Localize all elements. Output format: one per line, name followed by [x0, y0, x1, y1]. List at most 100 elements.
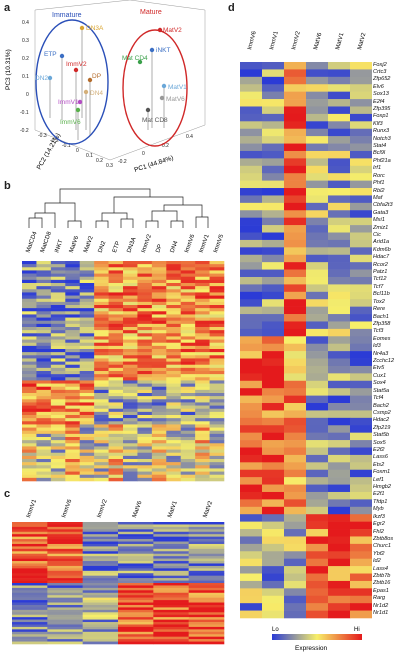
- c-heat-cell: [153, 529, 189, 533]
- pc1-tick: 0.2: [162, 143, 169, 149]
- gene-label: Id2: [373, 558, 381, 565]
- b-heat-cell: [137, 292, 153, 296]
- b-heat-cell: [123, 383, 138, 388]
- d-heat-cell: [350, 543, 372, 552]
- b-heat-cell: [209, 261, 225, 265]
- b-heat-cell: [50, 421, 66, 425]
- d-heat-cell: [306, 336, 329, 345]
- d-heat-cell: [240, 136, 263, 144]
- b-heat-cell: [151, 474, 167, 479]
- b-heat-cell: [209, 276, 225, 281]
- d-heat-cell: [240, 484, 263, 493]
- d-heat-cell: [306, 121, 329, 130]
- b-heat-cell: [65, 386, 81, 391]
- b-heat-cell: [166, 465, 182, 469]
- gene-label: Crtc3: [373, 68, 387, 75]
- b-heat-cell: [79, 330, 95, 334]
- d-heat-cell: [262, 210, 285, 218]
- b-heat-cell: [22, 273, 37, 278]
- b-heat-cell: [36, 399, 52, 403]
- gene-label: Tcf3: [373, 328, 384, 335]
- d-heat-cell: [350, 254, 372, 263]
- b-heat-cell: [36, 374, 52, 378]
- c-heat-cell: [47, 631, 83, 635]
- c-heat-cell: [153, 526, 189, 530]
- b-heat-cell: [94, 336, 109, 340]
- gene-label: Maf: [373, 194, 383, 201]
- c-heat-cell: [82, 543, 119, 547]
- c-heat-cell: [82, 575, 119, 579]
- d-heat-cell: [240, 180, 263, 189]
- b-heat-cell: [36, 264, 52, 268]
- b-heat-cell: [65, 298, 81, 303]
- c-heat-cell: [47, 614, 83, 618]
- c-heat-cell: [118, 622, 154, 625]
- b-heat-cell: [166, 364, 182, 369]
- b-heat-cell: [22, 459, 37, 463]
- d-heat-cell: [262, 173, 285, 181]
- d-heat-cell: [350, 173, 372, 181]
- d-heat-cell: [262, 551, 285, 559]
- d-heat-cell: [328, 321, 351, 330]
- d-heat-cell: [328, 506, 351, 515]
- c-heat-cell: [82, 529, 119, 533]
- b-heat-cell: [50, 273, 66, 278]
- b-heat-cell: [108, 289, 124, 293]
- b-heat-cell: [209, 364, 225, 369]
- b-heat-cell: [180, 396, 196, 400]
- c-heat-cell: [188, 522, 225, 525]
- d-heat-cell: [240, 343, 263, 352]
- b-heat-cell: [94, 443, 109, 447]
- b-heat-cell: [195, 399, 210, 403]
- b-heat-cell: [108, 339, 124, 344]
- d-heat-cell: [350, 188, 372, 196]
- b-heat-cell: [79, 386, 95, 391]
- b-heat-cell: [94, 389, 109, 394]
- d-heat-cell: [284, 321, 307, 330]
- b-heat-cell: [151, 367, 167, 372]
- b-heat-cell: [65, 402, 81, 406]
- d-heat-cell: [350, 558, 372, 567]
- b-heat-cell: [94, 468, 109, 472]
- b-heat-cell: [79, 283, 95, 287]
- c-heat-cell: [188, 568, 225, 572]
- d-heat-cell: [306, 262, 329, 270]
- b-heat-cell: [137, 342, 153, 347]
- c-heat-cell: [82, 563, 119, 567]
- d-heat-cell: [284, 343, 307, 352]
- d-heat-cell: [350, 91, 372, 100]
- b-heat-cell: [151, 349, 167, 353]
- c-heat-cell: [118, 609, 154, 613]
- b-heat-cell: [22, 333, 37, 337]
- d-heat-cell: [262, 403, 285, 411]
- d-heat-cell: [284, 388, 307, 396]
- c-heat-cell: [47, 634, 83, 637]
- d-heat-cell: [262, 521, 285, 530]
- b-heat-cell: [123, 393, 138, 397]
- d-heat-cell: [262, 76, 285, 85]
- b-heat-cell: [22, 367, 37, 372]
- b-heat-cell: [79, 261, 95, 265]
- b-heat-cell: [180, 408, 196, 413]
- b-heat-cell: [108, 333, 124, 337]
- c-heat-cell: [82, 548, 119, 552]
- b-heat-cell: [209, 305, 225, 309]
- c-heat-cell: [12, 539, 48, 542]
- b-heat-cell: [180, 345, 196, 350]
- gene-label: Id3: [373, 343, 381, 350]
- c-heat-cell: [12, 617, 48, 620]
- d-heat-cell: [284, 262, 307, 270]
- b-heat-cell: [137, 415, 153, 419]
- b-heat-cell: [108, 424, 124, 428]
- b-heat-cell: [195, 345, 210, 350]
- b-heat-cell: [94, 270, 109, 274]
- b-heat-cell: [151, 317, 167, 322]
- pc2-tick: 0: [76, 148, 79, 154]
- c-heat-cell: [188, 524, 225, 528]
- d-heat-cell: [328, 328, 351, 337]
- d-heat-cell: [262, 321, 285, 330]
- b-heat-cell: [209, 355, 225, 359]
- b-heat-cell: [22, 411, 37, 416]
- d-heat-cell: [284, 447, 307, 456]
- b-heat-cell: [94, 320, 109, 325]
